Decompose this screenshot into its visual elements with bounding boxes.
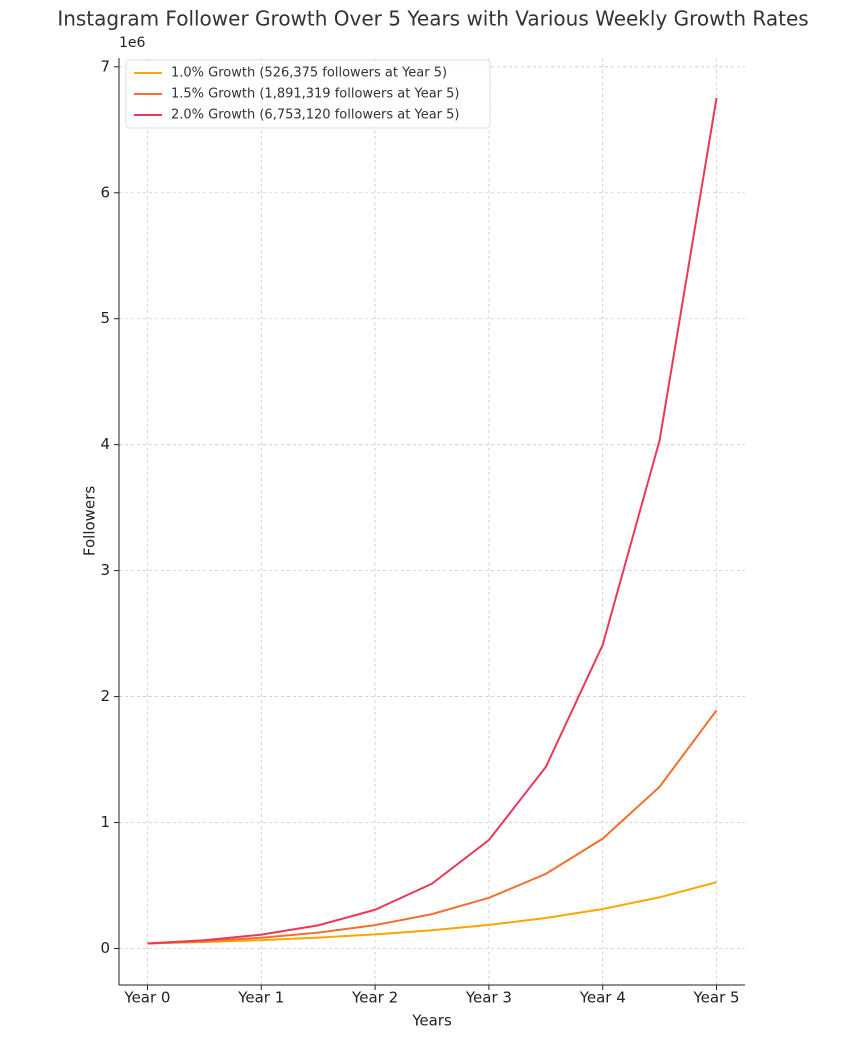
line-series	[147, 881, 717, 945]
chart-title: Instagram Follower Growth Over 5 Years w…	[57, 7, 808, 31]
line-series	[147, 97, 718, 945]
x-tick-label: Year 2	[351, 989, 398, 1007]
y-tick-label: 7	[100, 57, 110, 75]
legend-box	[125, 59, 491, 129]
line-series	[147, 709, 718, 945]
x-tick-label: Year 3	[465, 989, 512, 1007]
y-tick-label: 5	[100, 309, 110, 327]
x-tick-label: Year 1	[237, 989, 284, 1007]
y-offset-label: 1e6	[119, 35, 146, 51]
legend-label: 1.5% Growth (1,891,319 followers at Year…	[171, 87, 460, 102]
y-tick-label: 4	[100, 435, 110, 453]
y-tick-label: 0	[100, 939, 110, 957]
x-tick-label: Year 0	[123, 989, 170, 1007]
y-axis-label: Followers	[81, 486, 99, 556]
y-tick-label: 1	[100, 813, 110, 831]
legend-label: 2.0% Growth (6,753,120 followers at Year…	[171, 108, 460, 123]
legend-label: 1.0% Growth (526,375 followers at Year 5…	[171, 66, 447, 81]
y-tick-label: 6	[100, 183, 110, 201]
x-axis-label: Years	[411, 1012, 452, 1030]
x-tick-label: Year 5	[693, 989, 740, 1007]
y-tick-label: 3	[100, 561, 110, 579]
x-tick-label: Year 4	[579, 989, 626, 1007]
y-tick-label: 2	[100, 687, 110, 705]
